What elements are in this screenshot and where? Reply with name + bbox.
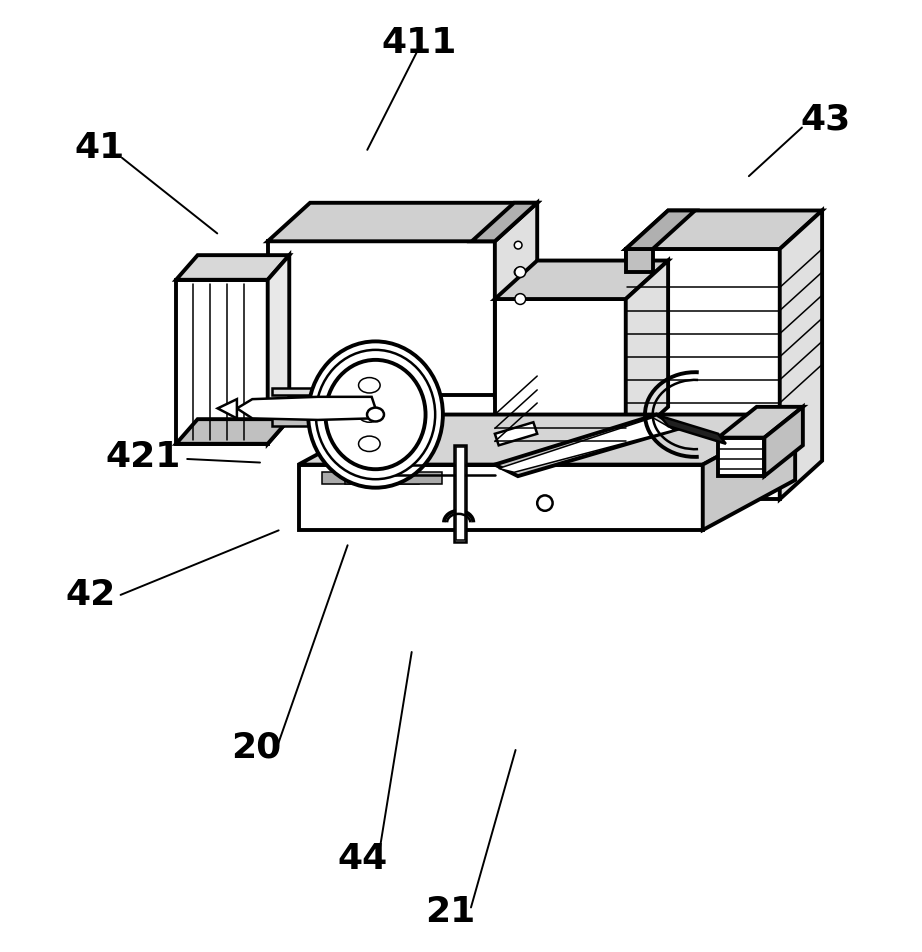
Polygon shape (764, 407, 803, 476)
Polygon shape (495, 414, 680, 476)
Polygon shape (780, 210, 822, 499)
Ellipse shape (367, 407, 384, 422)
Polygon shape (272, 387, 372, 395)
Polygon shape (626, 261, 668, 446)
Circle shape (514, 267, 526, 277)
Polygon shape (176, 280, 267, 444)
Polygon shape (299, 465, 703, 530)
Polygon shape (626, 249, 780, 499)
Polygon shape (455, 446, 465, 540)
Circle shape (514, 241, 522, 249)
Text: 44: 44 (337, 842, 387, 876)
Polygon shape (718, 407, 803, 438)
Polygon shape (718, 438, 764, 476)
Polygon shape (472, 203, 538, 241)
Polygon shape (499, 418, 674, 472)
Polygon shape (218, 399, 237, 418)
Polygon shape (322, 472, 419, 484)
Polygon shape (495, 299, 626, 446)
Polygon shape (345, 472, 442, 484)
Ellipse shape (359, 407, 380, 423)
Text: 41: 41 (75, 130, 124, 165)
Polygon shape (176, 419, 290, 444)
Text: 421: 421 (105, 440, 181, 474)
Circle shape (538, 495, 552, 511)
Polygon shape (495, 423, 538, 446)
Polygon shape (660, 416, 726, 444)
Polygon shape (267, 241, 495, 395)
Ellipse shape (308, 342, 443, 487)
Circle shape (514, 268, 522, 276)
Polygon shape (454, 446, 467, 542)
Polygon shape (272, 418, 372, 426)
Polygon shape (626, 210, 822, 249)
Polygon shape (495, 203, 538, 395)
Polygon shape (626, 249, 653, 272)
Polygon shape (299, 414, 795, 465)
Polygon shape (495, 261, 668, 299)
Text: 21: 21 (425, 895, 475, 929)
Polygon shape (626, 210, 695, 249)
Ellipse shape (316, 350, 435, 479)
Ellipse shape (359, 436, 380, 451)
Polygon shape (176, 255, 290, 280)
Polygon shape (267, 255, 290, 444)
Circle shape (514, 293, 526, 305)
Text: 411: 411 (382, 26, 457, 60)
Ellipse shape (359, 378, 380, 393)
Polygon shape (267, 203, 538, 241)
Polygon shape (703, 414, 795, 530)
Text: 20: 20 (231, 730, 281, 764)
Text: 43: 43 (800, 102, 850, 136)
Text: 42: 42 (65, 578, 115, 612)
Ellipse shape (325, 360, 426, 469)
Polygon shape (237, 397, 375, 420)
